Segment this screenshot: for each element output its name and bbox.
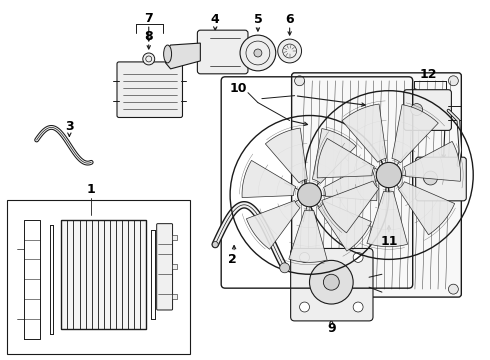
Polygon shape [404, 141, 461, 181]
Polygon shape [242, 161, 296, 198]
FancyBboxPatch shape [291, 248, 373, 321]
Polygon shape [322, 181, 379, 233]
Circle shape [411, 104, 422, 116]
Bar [172, 235, 176, 239]
FancyBboxPatch shape [117, 62, 182, 117]
Bar [172, 294, 176, 299]
Polygon shape [392, 104, 438, 163]
Circle shape [254, 49, 262, 57]
FancyBboxPatch shape [404, 90, 451, 130]
Circle shape [299, 252, 310, 262]
FancyBboxPatch shape [157, 224, 172, 310]
Circle shape [280, 263, 290, 273]
Polygon shape [166, 43, 200, 69]
Circle shape [294, 284, 305, 294]
Polygon shape [342, 104, 387, 162]
Text: 8: 8 [145, 30, 153, 42]
Circle shape [212, 242, 218, 247]
Circle shape [353, 302, 363, 312]
Circle shape [278, 39, 301, 63]
Circle shape [448, 76, 458, 86]
Polygon shape [367, 191, 408, 247]
Bar [61, 220, 146, 329]
Text: 11: 11 [380, 235, 397, 248]
Text: 2: 2 [228, 253, 237, 266]
Polygon shape [246, 201, 300, 249]
Text: 5: 5 [253, 13, 262, 26]
Text: 1: 1 [87, 184, 96, 197]
FancyBboxPatch shape [416, 157, 466, 201]
Circle shape [376, 162, 401, 188]
Circle shape [297, 183, 321, 207]
Text: 12: 12 [420, 68, 437, 81]
Circle shape [323, 274, 339, 290]
Polygon shape [323, 163, 377, 201]
Circle shape [353, 252, 363, 262]
Circle shape [448, 284, 458, 294]
Circle shape [294, 76, 305, 86]
Bar [172, 264, 176, 269]
Circle shape [143, 53, 155, 65]
Ellipse shape [164, 45, 171, 63]
Polygon shape [318, 201, 371, 251]
Text: 4: 4 [211, 13, 220, 26]
Text: 3: 3 [65, 120, 74, 133]
FancyBboxPatch shape [197, 30, 248, 74]
Text: 9: 9 [327, 322, 336, 336]
Text: 7: 7 [145, 12, 153, 25]
Circle shape [299, 302, 310, 312]
Polygon shape [313, 129, 356, 183]
Text: 10: 10 [229, 82, 247, 95]
Circle shape [310, 260, 353, 304]
Bar [7, 200, 191, 354]
Polygon shape [289, 210, 327, 262]
Circle shape [424, 171, 438, 185]
Polygon shape [266, 128, 307, 183]
Polygon shape [317, 139, 374, 178]
Circle shape [240, 35, 276, 71]
FancyBboxPatch shape [292, 73, 461, 297]
Polygon shape [398, 182, 455, 235]
Text: 6: 6 [285, 13, 294, 26]
